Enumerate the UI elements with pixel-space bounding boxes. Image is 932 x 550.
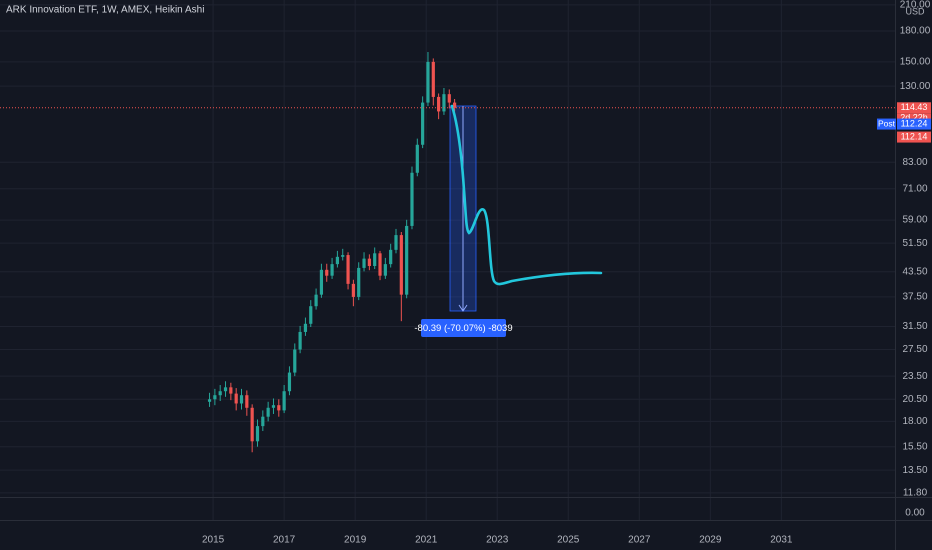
measure-label: -80.39 (-70.07%) -8039 (414, 323, 512, 334)
post-price-label: 112.24 (901, 118, 928, 128)
y-tick-label: 20.50 (902, 394, 927, 405)
x-tick-label: 2023 (486, 535, 509, 546)
bid-price-label: 112.14 (901, 131, 928, 141)
x-tick-label: 2025 (557, 535, 580, 546)
candle-body (303, 323, 308, 332)
candle-body (325, 269, 329, 276)
candle-body (319, 269, 324, 295)
candle-body (314, 294, 318, 307)
y-tick-label: 13.50 (902, 465, 927, 476)
y-tick-label: 130.00 (900, 81, 931, 92)
candle-body (266, 407, 270, 417)
candle-body (426, 61, 430, 103)
candle-body (271, 405, 276, 408)
chart-title: ARK Innovation ETF, 1W, AMEX, Heikin Ash… (6, 5, 204, 16)
last-price-label: 114.43 (901, 102, 928, 112)
candle-body (218, 391, 222, 396)
candles (207, 52, 457, 453)
candle-body (239, 395, 244, 404)
y-tick-label: 51.50 (902, 238, 927, 249)
candle-body (287, 372, 292, 392)
candle-body (447, 94, 451, 103)
candle-body (410, 172, 414, 226)
countdown-label: 2d 22h (900, 113, 928, 123)
x-tick-label: 2015 (202, 535, 225, 546)
candle-body (389, 249, 393, 265)
candle-body (373, 253, 377, 267)
price-labels: 210.00 180.00 150.00 130.00 83.00 71.00 59.00 5… (202, 0, 931, 546)
candle-body (383, 264, 387, 276)
y-tick-label: 150.00 (900, 57, 931, 68)
measure-arrowhead (458, 304, 468, 312)
candle-body (255, 426, 260, 442)
x-tick-label: 2027 (628, 535, 651, 546)
bid-price-badge (897, 131, 931, 143)
y-tick-label: 37.50 (902, 292, 927, 303)
candle-body (229, 387, 233, 394)
x-tick-label: 2031 (770, 535, 793, 546)
candle-body (378, 253, 382, 276)
measure-label-box (421, 319, 506, 337)
candle-body (293, 349, 297, 373)
y-tick-label: 18.00 (902, 416, 927, 427)
candle-body (415, 144, 419, 173)
y-tick-label: 83.00 (902, 157, 927, 168)
projection-line (450, 104, 603, 286)
candle-body (298, 331, 302, 350)
candle-body (309, 306, 313, 324)
candle-body (234, 393, 238, 404)
candle-body (213, 395, 217, 400)
candle-body (223, 387, 228, 392)
candle-body (367, 258, 371, 267)
post-tag-label: Post (878, 118, 896, 128)
candle-body (261, 416, 265, 427)
y-tick-label: 59.00 (902, 215, 927, 226)
x-tick-label: 2019 (344, 535, 367, 546)
candle-body (405, 225, 409, 295)
candle-body (453, 102, 457, 108)
candle-body (335, 256, 340, 265)
candle-body (357, 267, 361, 297)
last-price-badge (897, 102, 931, 114)
candle-body (442, 94, 446, 112)
post-tag (877, 118, 896, 130)
countdown-badge (897, 113, 931, 124)
x-tick-label: 2017 (273, 535, 296, 546)
y-tick-label: 15.50 (902, 441, 927, 452)
candle-body (351, 283, 355, 297)
candle-body (330, 264, 334, 276)
y-tick-label: 23.50 (902, 371, 927, 382)
candle-body (282, 391, 286, 411)
pane2-tick-label: 0.00 (905, 508, 925, 519)
candle-body (250, 407, 254, 442)
post-price-badge (897, 118, 931, 130)
candle-body (431, 61, 435, 97)
candle-body (245, 395, 249, 408)
y-tick-label: 71.00 (902, 183, 927, 194)
candle-body (277, 405, 281, 411)
candle-body (437, 96, 441, 112)
x-tick-label: 2029 (699, 535, 722, 546)
x-tick-label: 2021 (415, 535, 438, 546)
y-tick-label: 180.00 (900, 26, 931, 37)
y-tick-label: 210.00 (900, 0, 931, 10)
candle-body (399, 235, 403, 295)
y-tick-label: 27.50 (902, 344, 927, 355)
candle-body (207, 399, 212, 402)
candle-body (341, 255, 345, 257)
currency-label: USD (905, 6, 925, 16)
candle-body (421, 102, 425, 145)
candle-body (346, 255, 350, 284)
candle-body (362, 258, 366, 268)
y-tick-label: 43.50 (902, 266, 927, 277)
y-tick-label: 31.50 (902, 321, 927, 332)
candle-body (394, 235, 398, 250)
y-tick-label: 11.80 (903, 488, 928, 499)
